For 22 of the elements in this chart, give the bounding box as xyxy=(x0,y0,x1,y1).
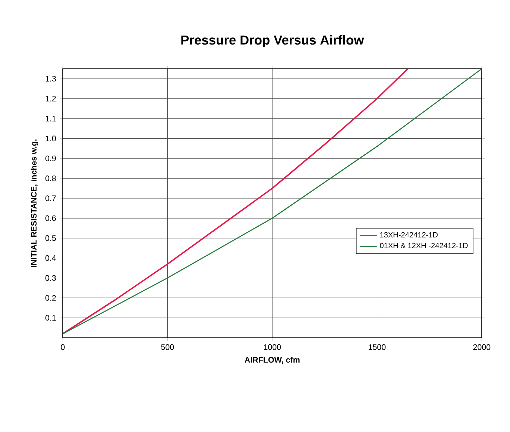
y-tick-label: 1.1 xyxy=(46,116,56,122)
y-tick-label: 0.4 xyxy=(46,255,56,262)
x-tick-label: 1000 xyxy=(264,344,282,350)
x-tick-label: 0 xyxy=(61,344,65,350)
y-tick-label: 0.2 xyxy=(46,295,56,301)
y-tick-label: 1.3 xyxy=(46,76,56,82)
y-tick-label: 1.2 xyxy=(46,96,56,102)
y-tick-label: 0.8 xyxy=(46,176,56,182)
x-tick-label: 500 xyxy=(161,344,174,350)
y-tick-label: 0.6 xyxy=(46,216,56,222)
y-tick-label: 0.7 xyxy=(46,196,56,202)
y-axis-title: INITIAL RESISTANCE, inches w.g. xyxy=(30,140,38,268)
x-tick-label: 2000 xyxy=(474,344,491,350)
y-tick-label: 0.5 xyxy=(46,236,56,242)
chart-title: Pressure Drop Versus Airflow xyxy=(182,35,364,48)
x-tick-label: 1500 xyxy=(368,344,386,350)
line-series xyxy=(63,69,482,335)
y-tick-label: 0.3 xyxy=(46,275,56,282)
y-tick-label: 1.0 xyxy=(46,136,56,142)
x-axis-title: AIRFLOW, cfm xyxy=(244,357,300,364)
y-tick-label: 0.9 xyxy=(46,156,56,162)
y-tick-label: 0.1 xyxy=(46,315,56,321)
